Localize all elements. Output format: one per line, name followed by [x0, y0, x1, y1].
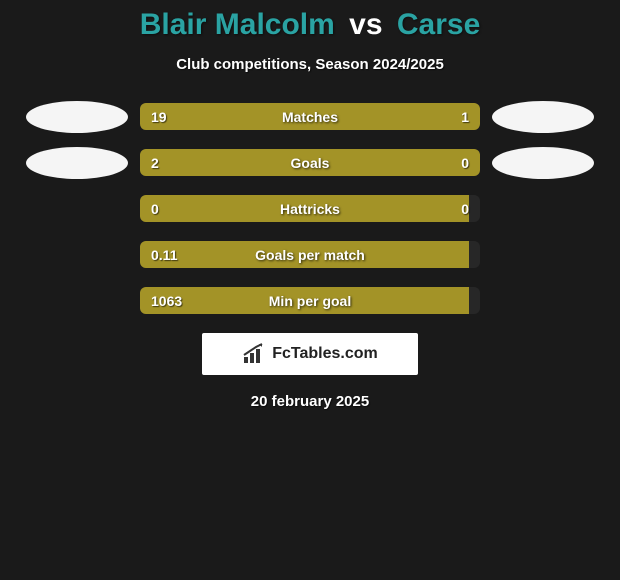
logo-box[interactable]: FcTables.com: [202, 333, 418, 375]
stat-row: 1063 Min per goal: [0, 287, 620, 314]
page-title: Blair Malcolm vs Carse: [0, 8, 620, 42]
logo-text: FcTables.com: [272, 345, 378, 363]
avatar-right: [492, 239, 594, 271]
stat-left-value: 0: [151, 201, 159, 217]
subtitle: Club competitions, Season 2024/2025: [0, 56, 620, 73]
stat-row: 19 1 Matches: [0, 103, 620, 130]
stat-bar: 2 0 Goals: [140, 149, 480, 176]
title-player2: Carse: [397, 8, 480, 41]
stat-bar-right: 0: [405, 149, 480, 176]
avatar-left: [26, 101, 128, 133]
date: 20 february 2025: [0, 393, 620, 410]
avatar-left: [26, 239, 128, 271]
stat-bar-right: [469, 287, 480, 314]
stat-row: 0.11 Goals per match: [0, 241, 620, 268]
stat-left-value: 1063: [151, 293, 182, 309]
avatar-right: [492, 147, 594, 179]
logo: FcTables.com: [242, 343, 378, 365]
stat-left-value: 19: [151, 109, 167, 125]
stat-bar: 19 1 Matches: [140, 103, 480, 130]
stat-right-value: 1: [461, 109, 469, 125]
avatar-right: [492, 285, 594, 317]
stat-right-value: 0: [461, 155, 469, 171]
chart-icon: [242, 343, 266, 365]
stat-row: 00Hattricks: [0, 195, 620, 222]
stat-bar-right: [469, 241, 480, 268]
stat-bar-left: 19: [140, 103, 402, 130]
stat-row: 2 0 Goals: [0, 149, 620, 176]
stat-label: Hattricks: [280, 201, 340, 217]
title-vs: vs: [349, 8, 382, 41]
container: Blair Malcolm vs Carse Club competitions…: [0, 0, 620, 410]
stat-bar-right: 1: [402, 103, 480, 130]
avatar-left: [26, 193, 128, 225]
stat-right-value: 0: [461, 201, 469, 217]
stat-rows: 191Matches20Goals00Hattricks0.11Goals pe…: [0, 103, 620, 314]
stat-left-value: 0.11: [151, 247, 177, 263]
stat-label: Min per goal: [269, 293, 351, 309]
stat-left-value: 2: [151, 155, 159, 171]
avatar-right: [492, 101, 594, 133]
stat-bar: 1063 Min per goal: [140, 287, 480, 314]
stat-bar: 00Hattricks: [140, 195, 480, 222]
stat-label: Goals per match: [255, 247, 365, 263]
avatar-left: [26, 147, 128, 179]
stat-label: Goals: [291, 155, 330, 171]
avatar-right: [492, 193, 594, 225]
stat-bar-left: 2: [140, 149, 405, 176]
avatar-left: [26, 285, 128, 317]
stat-bar-right: 0: [469, 195, 480, 222]
stat-label: Matches: [282, 109, 338, 125]
stat-bar: 0.11 Goals per match: [140, 241, 480, 268]
title-player1: Blair Malcolm: [140, 8, 335, 41]
